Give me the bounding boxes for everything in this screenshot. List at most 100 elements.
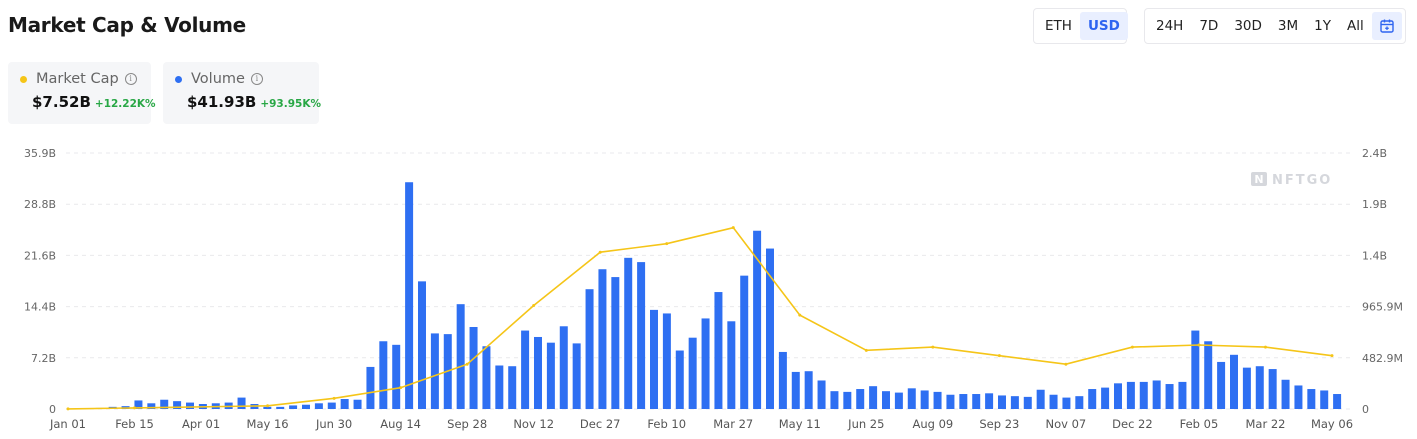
volume-bar[interactable] [1036,389,1045,409]
volume-bar[interactable] [598,269,607,409]
volume-bar[interactable] [482,346,491,409]
volume-bar[interactable] [907,388,916,409]
volume-bar[interactable] [1191,330,1200,409]
volume-bar[interactable] [1088,389,1097,409]
volume-bar[interactable] [972,394,981,409]
volume-bar[interactable] [430,333,439,409]
volume-bar[interactable] [405,182,414,409]
calendar-icon[interactable] [1371,12,1402,40]
volume-bar[interactable] [1255,366,1264,409]
range-1y-option[interactable]: 1Y [1314,18,1331,34]
volume-bar[interactable] [559,326,568,409]
volume-bar[interactable] [1281,379,1290,409]
volume-bar[interactable] [1333,394,1342,409]
market-cap-point[interactable] [399,386,403,390]
volume-bar[interactable] [314,403,323,409]
volume-bar[interactable] [289,405,298,409]
volume-bar[interactable] [1230,354,1238,409]
market-cap-point[interactable] [266,404,270,408]
volume-bar[interactable] [1178,381,1187,409]
volume-bar[interactable] [1062,397,1071,409]
volume-bar[interactable] [469,326,478,409]
market-cap-point[interactable] [931,345,935,349]
volume-bar[interactable] [946,394,955,409]
volume-bar[interactable] [1165,384,1174,409]
volume-bar[interactable] [933,391,942,409]
range-all-option[interactable]: All [1347,18,1364,34]
currency-usd-option[interactable]: USD [1079,12,1128,40]
volume-bar[interactable] [1268,369,1277,409]
volume-bar[interactable] [186,402,194,409]
volume-bar[interactable] [340,399,349,409]
volume-bar[interactable] [727,321,736,409]
volume-bar[interactable] [1075,396,1084,409]
volume-bar[interactable] [920,390,929,409]
volume-bar[interactable] [521,330,530,409]
volume-bar[interactable] [817,380,826,409]
volume-bar[interactable] [701,318,710,409]
volume-bar[interactable] [1204,341,1213,409]
volume-bar[interactable] [611,277,620,409]
volume-bar[interactable] [688,337,697,409]
volume-bar[interactable] [495,365,504,409]
market-cap-point[interactable] [1197,343,1201,347]
volume-bar[interactable] [624,257,633,409]
volume-bar[interactable] [1023,396,1032,409]
volume-bar[interactable] [791,371,800,409]
volume-bar[interactable] [1217,361,1226,409]
volume-bar[interactable] [173,401,182,409]
volume-bar[interactable] [418,281,426,409]
market-cap-point[interactable] [332,396,336,400]
volume-bar[interactable] [134,400,143,409]
volume-bar[interactable] [869,386,878,409]
volume-bar[interactable] [1101,387,1110,409]
market-cap-point[interactable] [665,242,669,246]
volume-bar[interactable] [237,397,246,409]
volume-bar[interactable] [1049,394,1058,409]
market-cap-point[interactable] [66,407,70,411]
volume-bar[interactable] [1114,383,1122,409]
volume-bar[interactable] [856,389,865,409]
range-24h-option[interactable]: 24H [1156,18,1184,34]
volume-bar[interactable] [1307,389,1316,409]
volume-bar[interactable] [1152,380,1161,409]
volume-bar[interactable] [830,391,839,409]
market-cap-point[interactable] [465,362,469,366]
info-icon[interactable]: i [250,73,263,85]
volume-bar[interactable] [894,392,903,409]
volume-bar[interactable] [804,371,813,409]
market-cap-point[interactable] [1263,345,1267,349]
volume-bar[interactable] [985,393,994,409]
volume-bar[interactable] [714,292,723,409]
volume-bar[interactable] [766,248,774,409]
volume-bar[interactable] [1139,381,1148,409]
volume-bar[interactable] [263,406,272,409]
range-30d-option[interactable]: 30D [1234,18,1262,34]
market-cap-point[interactable] [864,348,868,352]
volume-bar[interactable] [778,351,787,409]
volume-bar[interactable] [508,366,517,409]
volume-bar[interactable] [302,404,310,409]
volume-bar[interactable] [160,399,169,409]
volume-bar[interactable] [1010,396,1019,409]
currency-eth-option[interactable]: ETH [1045,18,1072,34]
market-cap-point[interactable] [532,304,536,308]
volume-bar[interactable] [959,394,968,409]
volume-bar[interactable] [327,402,336,409]
volume-bar[interactable] [276,406,285,409]
volume-bar[interactable] [1320,390,1329,409]
volume-bar[interactable] [379,341,388,409]
market-cap-point[interactable] [598,250,602,254]
volume-bar[interactable] [353,399,362,409]
volume-bar[interactable] [456,304,465,409]
volume-bar[interactable] [366,366,375,409]
market-cap-point[interactable] [731,226,735,230]
info-icon[interactable]: i [124,73,137,85]
volume-bar[interactable] [572,343,581,409]
volume-bar[interactable] [650,309,658,409]
volume-bar[interactable] [585,289,594,409]
range-3m-option[interactable]: 3M [1277,18,1299,34]
volume-bar[interactable] [740,275,749,409]
volume-bar[interactable] [534,336,542,409]
market-cap-point[interactable] [133,406,137,410]
